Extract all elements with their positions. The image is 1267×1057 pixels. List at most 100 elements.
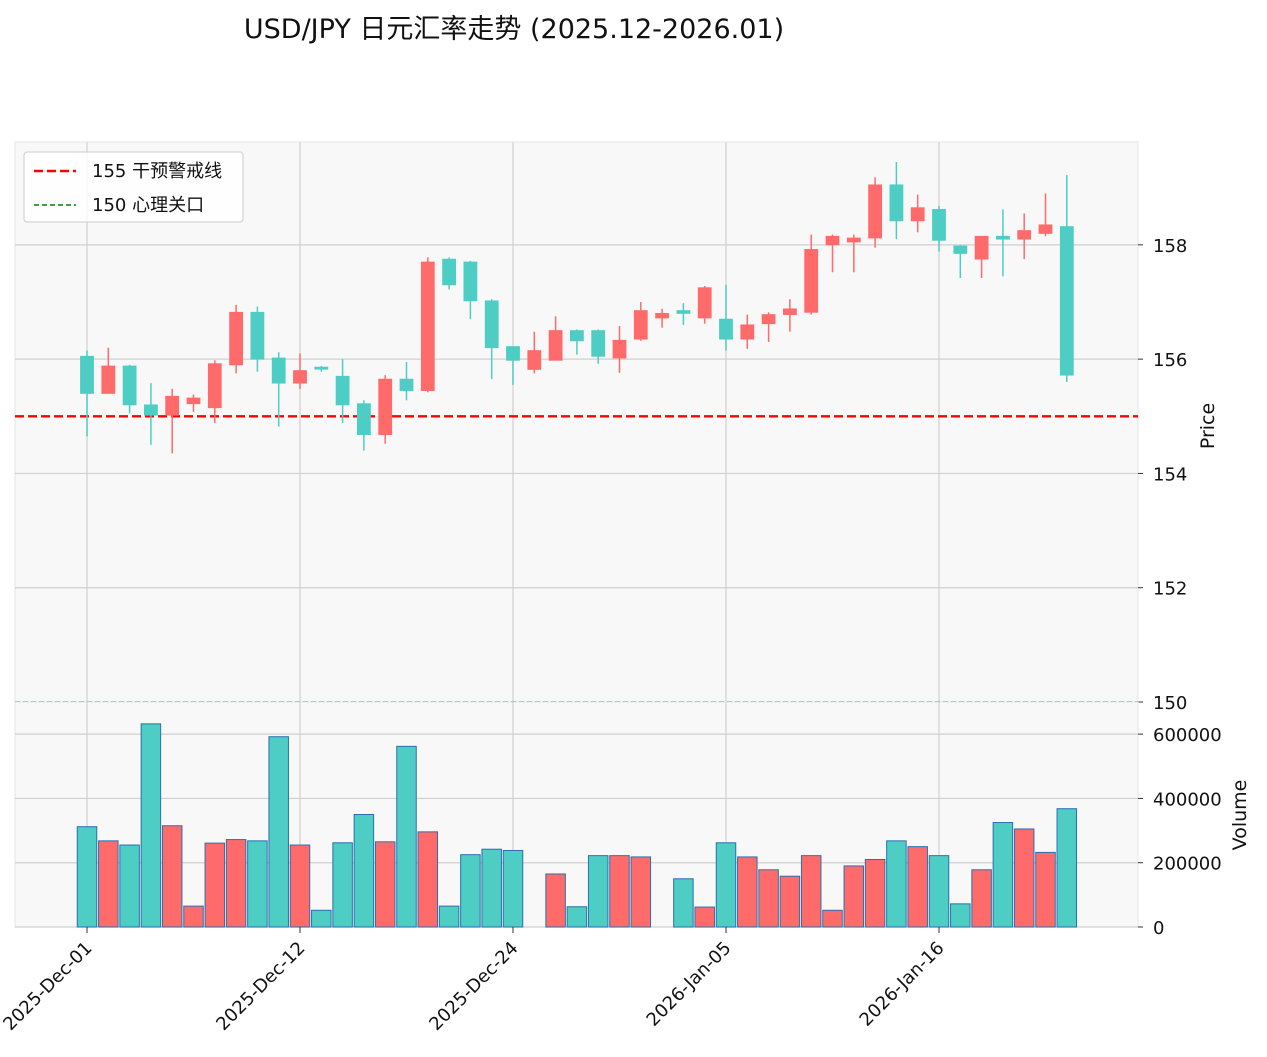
volume-bar [609, 855, 630, 928]
volume-bar [417, 831, 439, 928]
candle-body-up [378, 378, 393, 435]
volume-bar [438, 905, 460, 928]
price-panel: 150 152 154 156 158 Price [14, 141, 1219, 714]
volume-bar [140, 723, 162, 928]
volume-bar [566, 906, 588, 928]
price-axis-label: Price [1197, 403, 1219, 449]
candle-body-down [122, 365, 137, 406]
candle-body-up [804, 249, 819, 313]
volume-bar [843, 865, 865, 928]
volume-bar [204, 842, 226, 928]
volume-bar [268, 736, 289, 928]
candle-body-down [889, 184, 904, 222]
candle-body-up [527, 350, 542, 370]
candle-body-up [740, 324, 755, 340]
legend-label-intervention: 155 干预警戒线 [92, 161, 222, 182]
volume-bar [353, 814, 375, 928]
x-tick-label: 2025-Dec-12 [212, 938, 309, 1035]
price-axis-ticks: 150 152 154 156 158 [1138, 236, 1187, 714]
volume-bar [886, 840, 907, 928]
volume-tick-label: 0 [1153, 918, 1164, 939]
candle-body-up [186, 397, 201, 405]
candle-body-down [591, 330, 606, 357]
candle-body-down [463, 261, 478, 302]
candle-body-up [1017, 230, 1032, 240]
volume-bar [1035, 851, 1056, 928]
volume-bar [545, 873, 566, 928]
price-tick-label: 150 [1153, 693, 1187, 714]
volume-bar [247, 840, 268, 928]
volume-bar [992, 822, 1014, 928]
volume-bar [928, 855, 950, 928]
volume-bar [502, 850, 524, 928]
volume-bar [311, 909, 332, 928]
price-tick-label: 158 [1153, 236, 1187, 257]
candle-body-up [761, 314, 776, 325]
volume-bar [481, 848, 502, 928]
price-tick-label: 154 [1153, 464, 1187, 485]
candle-body-up [229, 311, 244, 366]
candle-body-down [250, 311, 265, 360]
legend-box [23, 151, 244, 223]
candle-body-up [1038, 224, 1053, 234]
volume-bar [864, 859, 886, 928]
volume-bar [630, 856, 652, 928]
volume-bar [225, 839, 247, 928]
chart-legend: 155 干预警戒线 150 心理关口 [23, 151, 244, 223]
candle-body-down [143, 404, 158, 416]
candle-body-up [868, 184, 882, 239]
candle-body-up [420, 261, 435, 391]
volume-bar [98, 840, 119, 928]
price-tick-label: 156 [1153, 350, 1187, 371]
volume-tick-label: 400000 [1153, 789, 1222, 810]
candle-body-down [271, 357, 286, 384]
volume-bar [1056, 808, 1078, 928]
volume-bar [758, 869, 779, 928]
candle-body-up [783, 308, 797, 315]
candle-body-down [676, 310, 691, 314]
volume-bar [907, 846, 928, 928]
candle-body-down [996, 235, 1010, 240]
volume-bar [950, 903, 971, 928]
candle-body-down [442, 258, 457, 286]
candle-body-down [506, 346, 520, 361]
volume-bar [737, 856, 758, 928]
x-tick-label: 2025-Dec-24 [425, 938, 522, 1035]
candle-body-down [719, 318, 733, 340]
x-tick-label: 2026-Jan-16 [856, 938, 949, 1031]
candle-body-down [80, 355, 94, 394]
candle-body-up [165, 395, 180, 416]
volume-bar [289, 844, 311, 928]
candle-body-down [356, 403, 371, 435]
volume-bar [76, 826, 98, 928]
candle-body-down [953, 245, 968, 254]
price-panel-background [14, 141, 1139, 703]
candle-body-up [655, 313, 669, 319]
volume-bar [715, 842, 737, 928]
volume-tick-label: 200000 [1153, 854, 1222, 875]
candle-body-up [825, 235, 840, 246]
chart-title: USD/JPY 日元汇率走势 (2025.12-2026.01) [244, 14, 784, 45]
volume-bar [374, 841, 396, 928]
candle-body-up [974, 235, 989, 260]
volume-bar [396, 745, 417, 928]
volume-bar [460, 854, 481, 928]
volume-bar [161, 825, 183, 928]
volume-bar [822, 909, 843, 928]
volume-bar [587, 855, 609, 928]
price-tick-label: 152 [1153, 579, 1187, 600]
volume-tick-label: 600000 [1153, 725, 1222, 746]
candle-body-down [1059, 226, 1074, 376]
candlesticks [80, 162, 1074, 454]
candle-body-up [633, 310, 648, 340]
volume-bar [332, 842, 353, 928]
candle-body-down [314, 366, 329, 370]
candle-body-up [910, 207, 925, 222]
candle-body-up [101, 365, 116, 394]
legend-label-psychological: 150 心理关口 [92, 195, 204, 216]
candle-body-up [207, 363, 222, 409]
volume-bar [183, 905, 204, 928]
volume-bar [119, 844, 140, 928]
volume-bar [779, 875, 801, 928]
